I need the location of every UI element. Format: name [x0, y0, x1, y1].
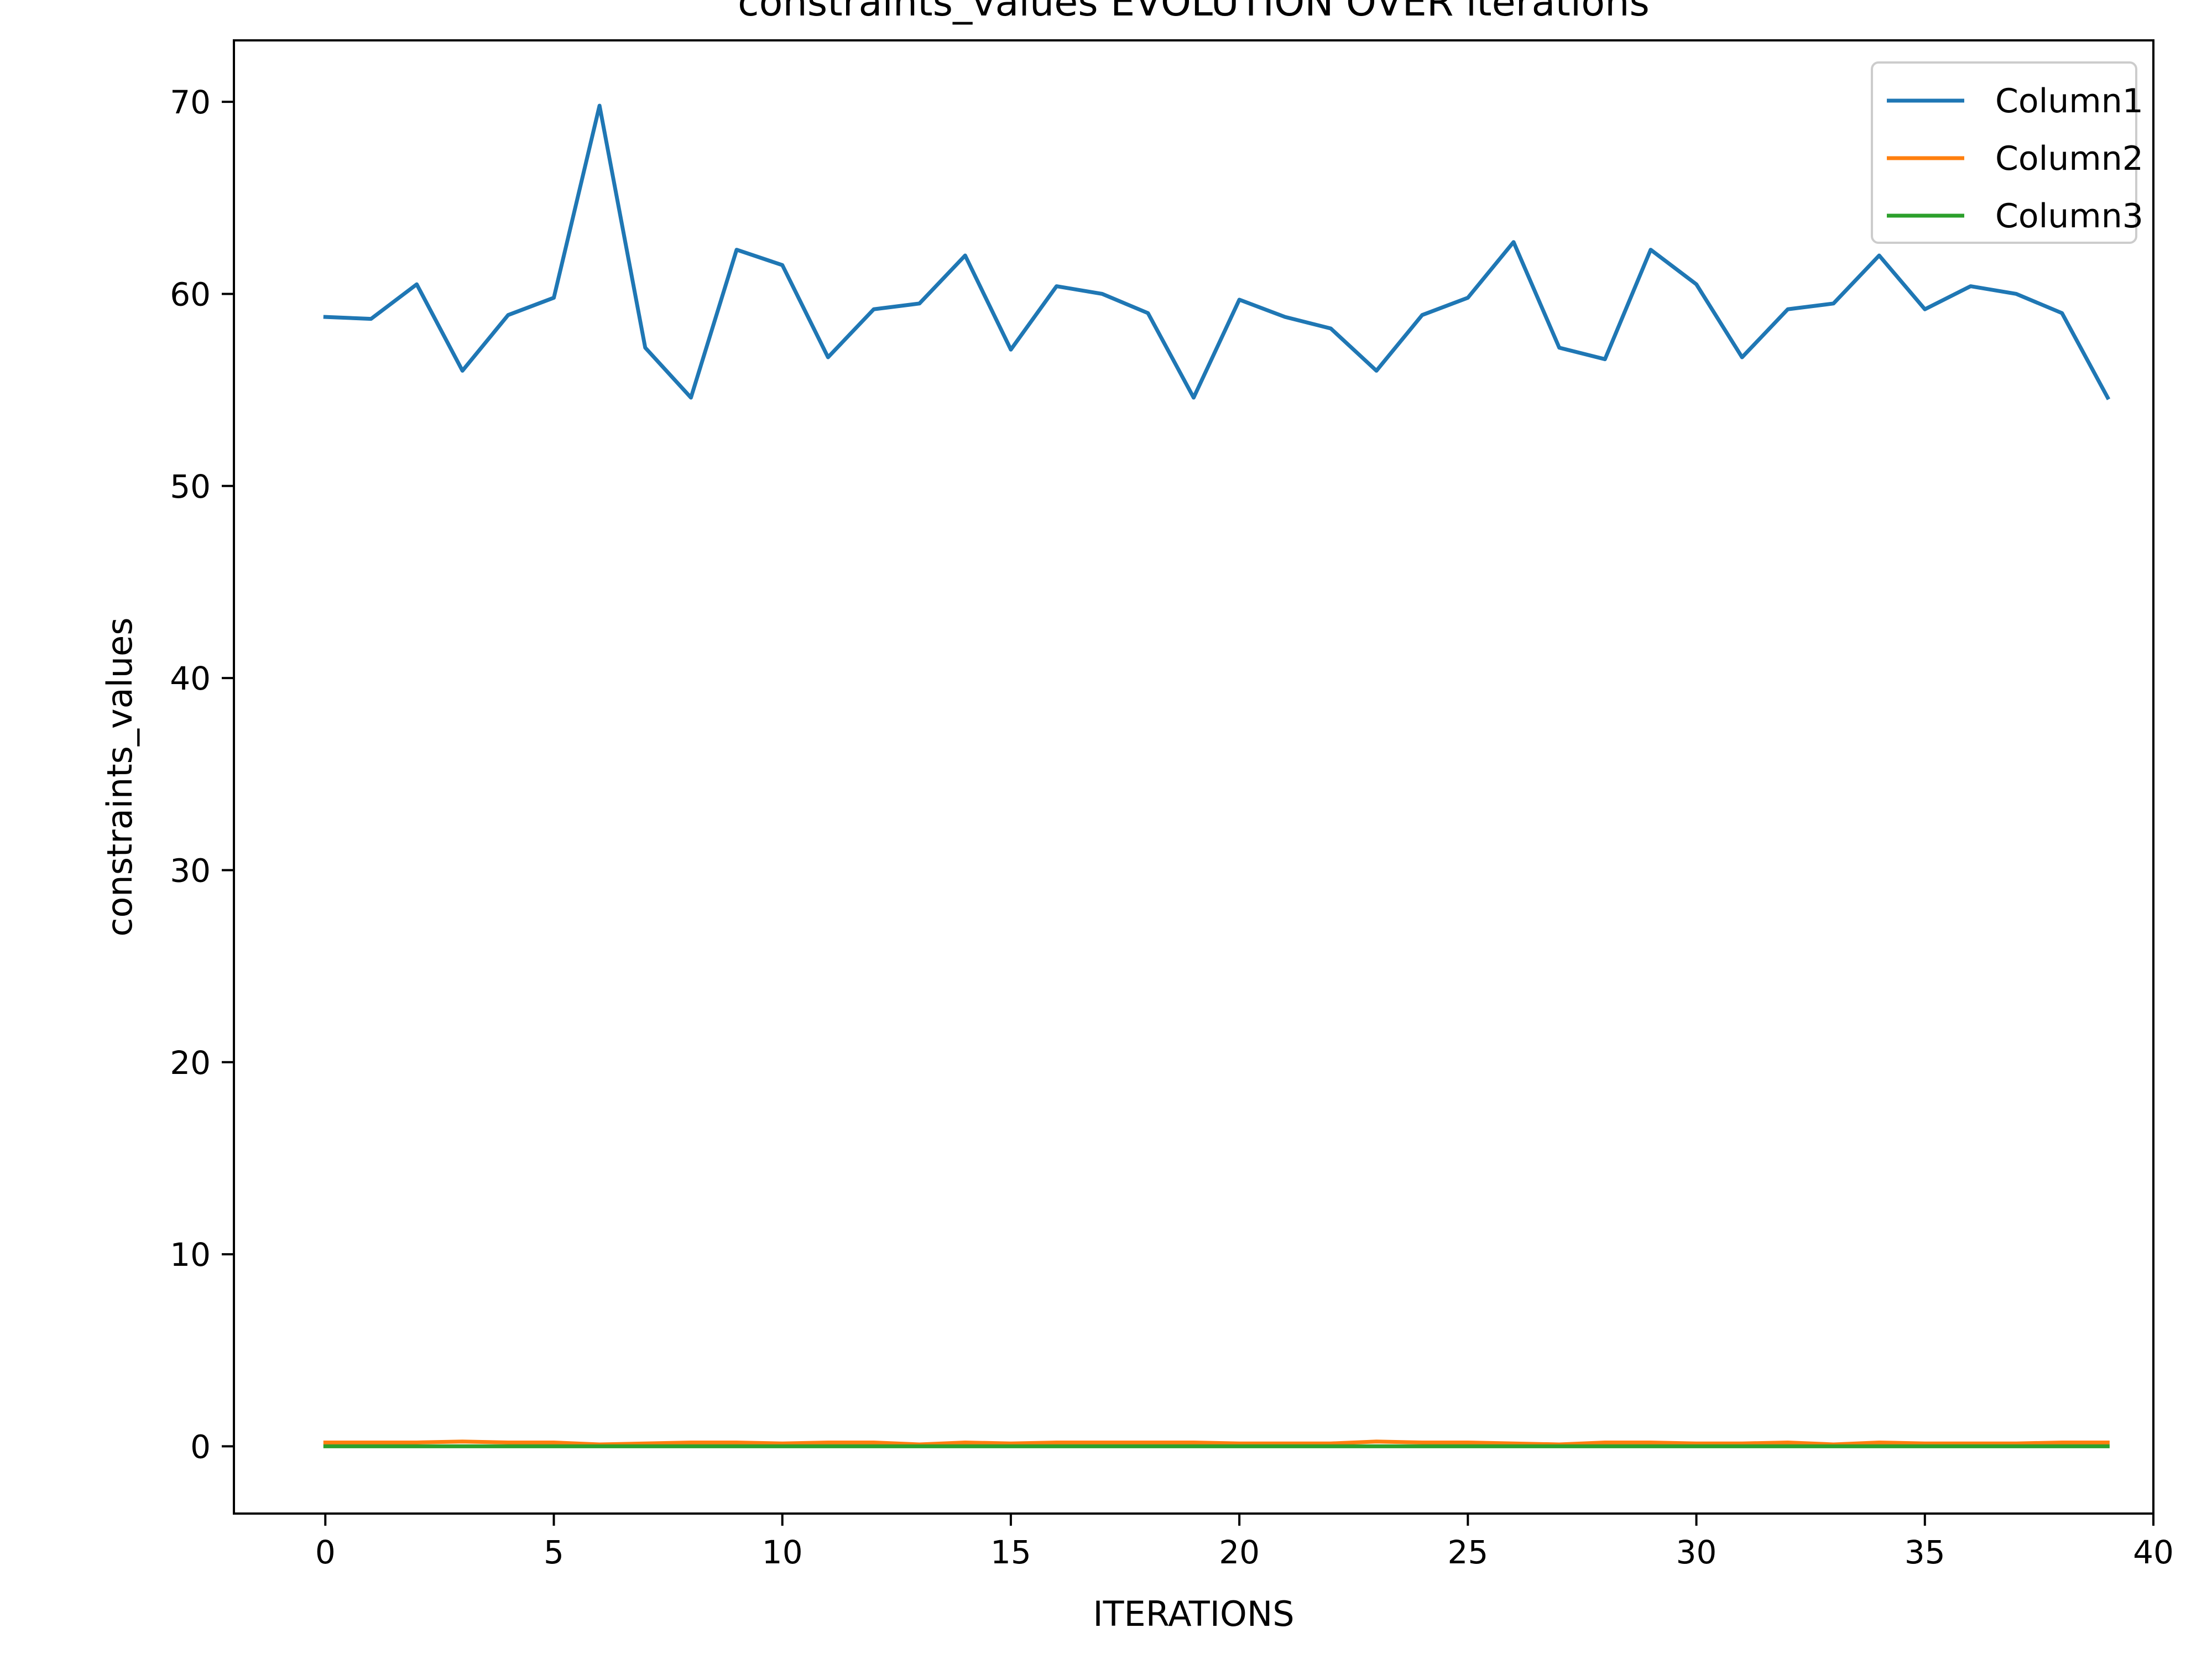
x-tick-label: 15 [990, 1533, 1031, 1571]
x-tick-label: 0 [315, 1533, 336, 1571]
legend-label: Column1 [1995, 82, 2143, 121]
y-tick-label: 60 [170, 275, 211, 313]
series-line-column1 [323, 103, 2111, 400]
x-tick-label: 35 [1905, 1533, 1945, 1571]
x-axis-label: ITERATIONS [1093, 1594, 1294, 1634]
legend-label: Column2 [1995, 139, 2143, 178]
y-axis-label: constraints_values [100, 617, 140, 936]
x-tick-label: 25 [1447, 1533, 1488, 1571]
x-axis-ticks: 0 5 10 15 20 25 30 35 40 [315, 1514, 2174, 1571]
y-tick-label: 70 [170, 84, 211, 121]
legend: Column1 Column2 Column3 [1871, 61, 2143, 244]
x-tick-label: 30 [1676, 1533, 1717, 1571]
y-axis-ticks: 0 10 20 30 40 50 60 70 [170, 84, 234, 1465]
y-tick-label: 30 [170, 852, 211, 889]
y-tick-label: 40 [170, 660, 211, 697]
series-line-column2 [323, 1439, 2110, 1447]
y-tick-label: 10 [170, 1236, 211, 1274]
chart-title: constraints_values EVOLUTION OVER iterat… [738, 0, 1650, 25]
x-tick-label: 20 [1219, 1533, 1260, 1571]
plot-frame [233, 39, 2154, 1515]
x-tick-label: 10 [762, 1533, 803, 1571]
legend-box [1871, 61, 2137, 244]
series-layer [323, 103, 2111, 1448]
y-tick-label: 20 [170, 1044, 211, 1082]
y-tick-label: 0 [190, 1428, 211, 1465]
x-tick-label: 5 [544, 1533, 564, 1571]
x-tick-label: 40 [2133, 1533, 2174, 1571]
legend-label: Column3 [1995, 197, 2143, 236]
y-tick-label: 50 [170, 468, 211, 505]
